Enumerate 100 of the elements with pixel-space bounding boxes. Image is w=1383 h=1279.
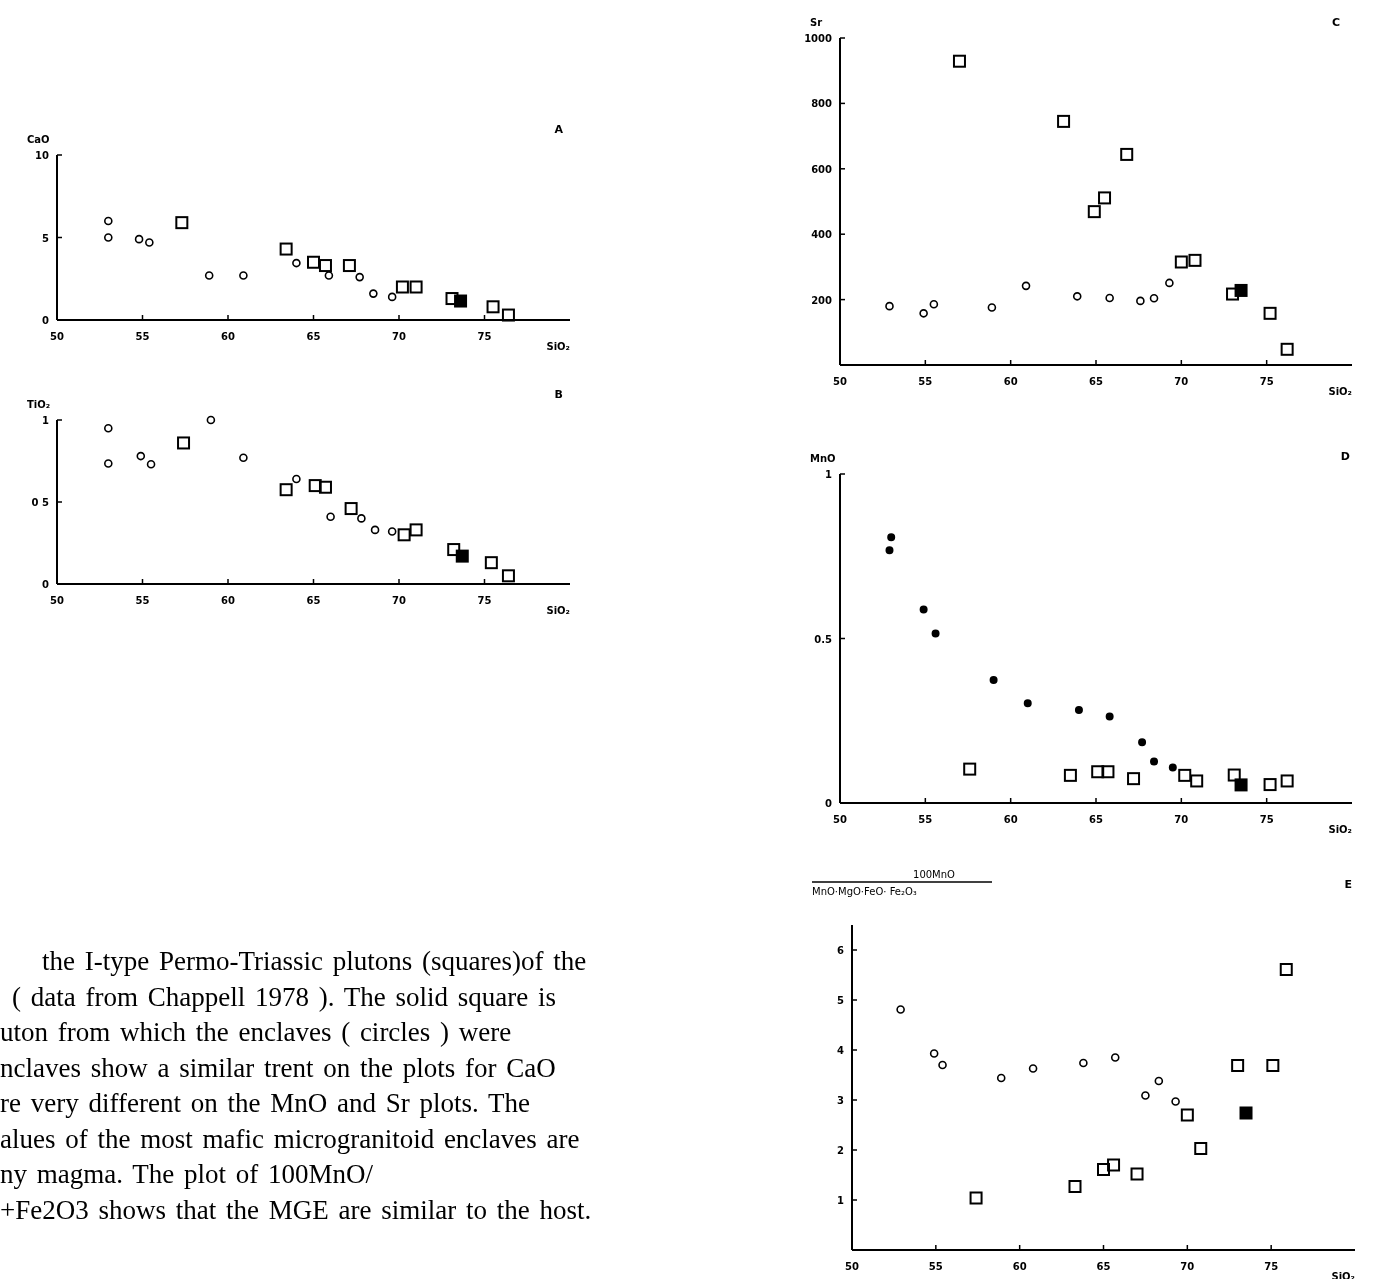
point xyxy=(1021,281,1031,291)
x-tick-label: 75 xyxy=(477,595,492,606)
text: nclaves show a similar trent on the plots for CaO xyxy=(0,1052,556,1083)
y-tick-label: 3 xyxy=(837,1095,845,1106)
point xyxy=(931,629,940,638)
x-tick-label: 75 xyxy=(1259,814,1274,825)
y-axis-title: Sr xyxy=(810,17,823,28)
x-tick-label: 50 xyxy=(833,376,847,387)
x-tick-label: 70 xyxy=(392,595,406,606)
point xyxy=(308,479,322,493)
y-tick-label: 600 xyxy=(811,163,833,175)
y-axis-title: MnO xyxy=(810,453,836,464)
x-tick-label: 70 xyxy=(1180,1261,1195,1272)
point xyxy=(324,271,334,280)
point xyxy=(455,549,469,563)
point xyxy=(318,480,332,494)
y-tick-label: 4 xyxy=(837,1045,845,1056)
point xyxy=(145,238,154,247)
point xyxy=(355,272,364,282)
point xyxy=(969,1191,983,1205)
point xyxy=(1098,191,1112,205)
point xyxy=(1068,1180,1082,1193)
point xyxy=(1105,712,1114,721)
point xyxy=(1280,342,1294,356)
point xyxy=(136,451,146,461)
point xyxy=(1057,114,1071,128)
point xyxy=(996,1073,1006,1083)
x-tick-label: 75 xyxy=(477,331,492,342)
y-tick-label: 0 xyxy=(825,798,833,809)
point xyxy=(987,303,997,312)
y-axis-title: CaO xyxy=(27,134,50,145)
chart-title: C xyxy=(1331,16,1340,29)
point xyxy=(1127,772,1141,786)
point xyxy=(1263,306,1277,320)
text: re very different on the MnO and Sr plots. The xyxy=(0,1088,530,1118)
point xyxy=(929,299,939,309)
point xyxy=(1234,283,1248,297)
point xyxy=(1091,765,1105,779)
x-tick-label: 75 xyxy=(1264,1261,1279,1272)
point xyxy=(134,234,144,244)
point xyxy=(146,459,156,469)
point xyxy=(104,423,113,433)
chart-title: D xyxy=(1340,450,1350,463)
x-tick-label: 65 xyxy=(306,595,321,606)
y-tick-label: 0 xyxy=(42,579,50,590)
point xyxy=(292,474,301,484)
text: ny magma. The plot of 100MnO/ xyxy=(0,1159,374,1189)
point xyxy=(952,54,966,68)
y-tick-label: 1 xyxy=(825,469,833,480)
point xyxy=(342,259,356,273)
point xyxy=(1079,1058,1088,1068)
x-axis-title: SiO₂ xyxy=(1328,386,1352,397)
point xyxy=(1188,253,1202,267)
point xyxy=(279,242,293,256)
point xyxy=(369,289,378,298)
x-tick-label: 55 xyxy=(928,1261,943,1272)
point xyxy=(239,453,248,463)
point xyxy=(1226,287,1240,301)
point xyxy=(104,216,113,226)
point xyxy=(929,1049,939,1058)
point xyxy=(1154,1076,1164,1086)
point xyxy=(307,255,320,269)
y-tick-label: 0 5 xyxy=(31,497,50,508)
point xyxy=(397,528,411,542)
point xyxy=(387,527,397,536)
point xyxy=(344,502,358,516)
point xyxy=(1279,963,1293,976)
x-tick-label: 50 xyxy=(833,814,847,825)
y-axis-title: TiO₂ xyxy=(27,399,51,410)
point xyxy=(204,271,214,280)
point xyxy=(1150,757,1159,766)
y-tick-label: 200 xyxy=(811,294,833,306)
point xyxy=(938,1060,947,1070)
text: the I-type Permo-Triassic plutons (squares)of the xyxy=(42,946,587,976)
point xyxy=(1138,738,1147,747)
point xyxy=(1063,768,1077,782)
y-tick-label: 6 xyxy=(837,945,845,956)
x-tick-label: 55 xyxy=(135,331,150,342)
point xyxy=(409,523,423,537)
point xyxy=(501,569,515,583)
x-axis-title: SiO₂ xyxy=(546,341,570,352)
point xyxy=(1149,293,1159,303)
point xyxy=(104,459,113,468)
x-tick-label: 75 xyxy=(1259,376,1274,387)
x-tick-label: 60 xyxy=(221,331,235,342)
y-tick-label: 0.5 xyxy=(814,633,833,645)
x-tick-label: 70 xyxy=(392,331,406,342)
x-tick-label: 55 xyxy=(918,376,933,387)
point xyxy=(919,309,928,318)
point xyxy=(1130,1167,1144,1181)
point xyxy=(1110,1053,1120,1062)
point xyxy=(896,1005,905,1014)
point xyxy=(292,258,301,268)
point xyxy=(1227,768,1241,782)
point xyxy=(395,280,409,294)
x-tick-label: 70 xyxy=(1174,814,1189,825)
point xyxy=(445,292,459,306)
point xyxy=(885,301,894,311)
x-tick-label: 65 xyxy=(1089,814,1103,825)
point xyxy=(1087,205,1101,219)
